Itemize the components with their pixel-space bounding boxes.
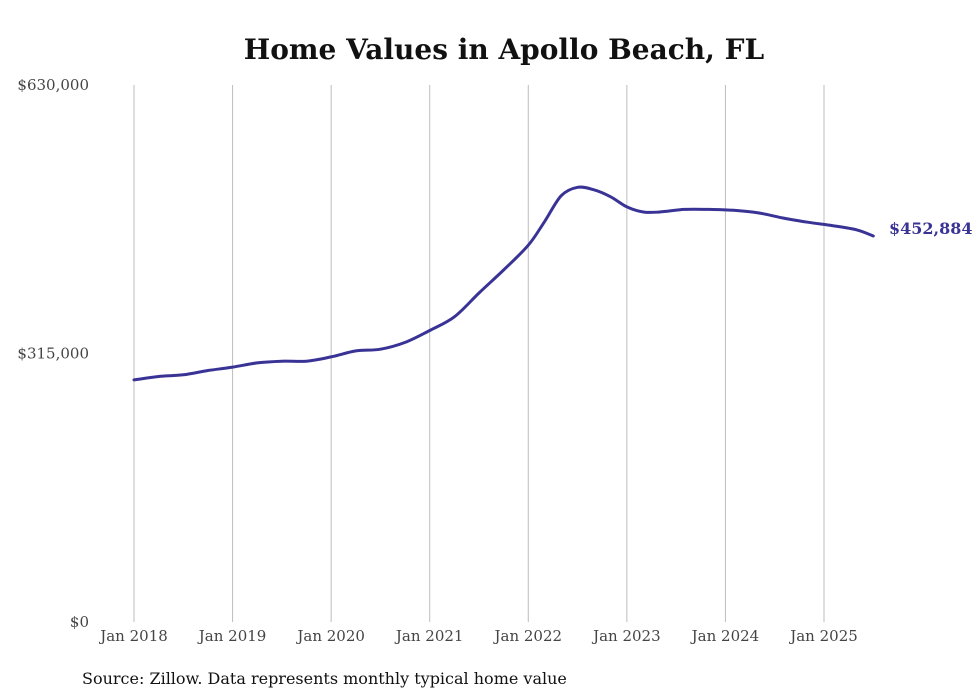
y-tick-label: $315,000 bbox=[17, 345, 89, 363]
source-note: Source: Zillow. Data represents monthly … bbox=[82, 669, 567, 688]
x-tick-label: Jan 2020 bbox=[295, 627, 365, 645]
gridlines bbox=[133, 85, 825, 622]
x-tick-label: Jan 2024 bbox=[690, 627, 760, 645]
x-tick-label: Jan 2018 bbox=[98, 627, 168, 645]
chart-title: Home Values in Apollo Beach, FL bbox=[244, 33, 765, 66]
x-tick-label: Jan 2019 bbox=[197, 627, 267, 645]
y-axis-ticks: $0 $315,000 $630,000 bbox=[17, 76, 89, 631]
x-tick-label: Jan 2023 bbox=[591, 627, 661, 645]
series-line-home-value bbox=[132, 185, 875, 382]
x-tick-label: Jan 2025 bbox=[788, 627, 858, 645]
x-axis-ticks: Jan 2018 Jan 2019 Jan 2020 Jan 2021 Jan 2022… bbox=[98, 627, 858, 645]
x-tick-label: Jan 2021 bbox=[394, 627, 464, 645]
end-value-label: $452,884 bbox=[889, 219, 973, 238]
y-tick-label: $630,000 bbox=[17, 76, 89, 94]
y-tick-label: $0 bbox=[70, 613, 89, 631]
x-tick-label: Jan 2022 bbox=[493, 627, 563, 645]
